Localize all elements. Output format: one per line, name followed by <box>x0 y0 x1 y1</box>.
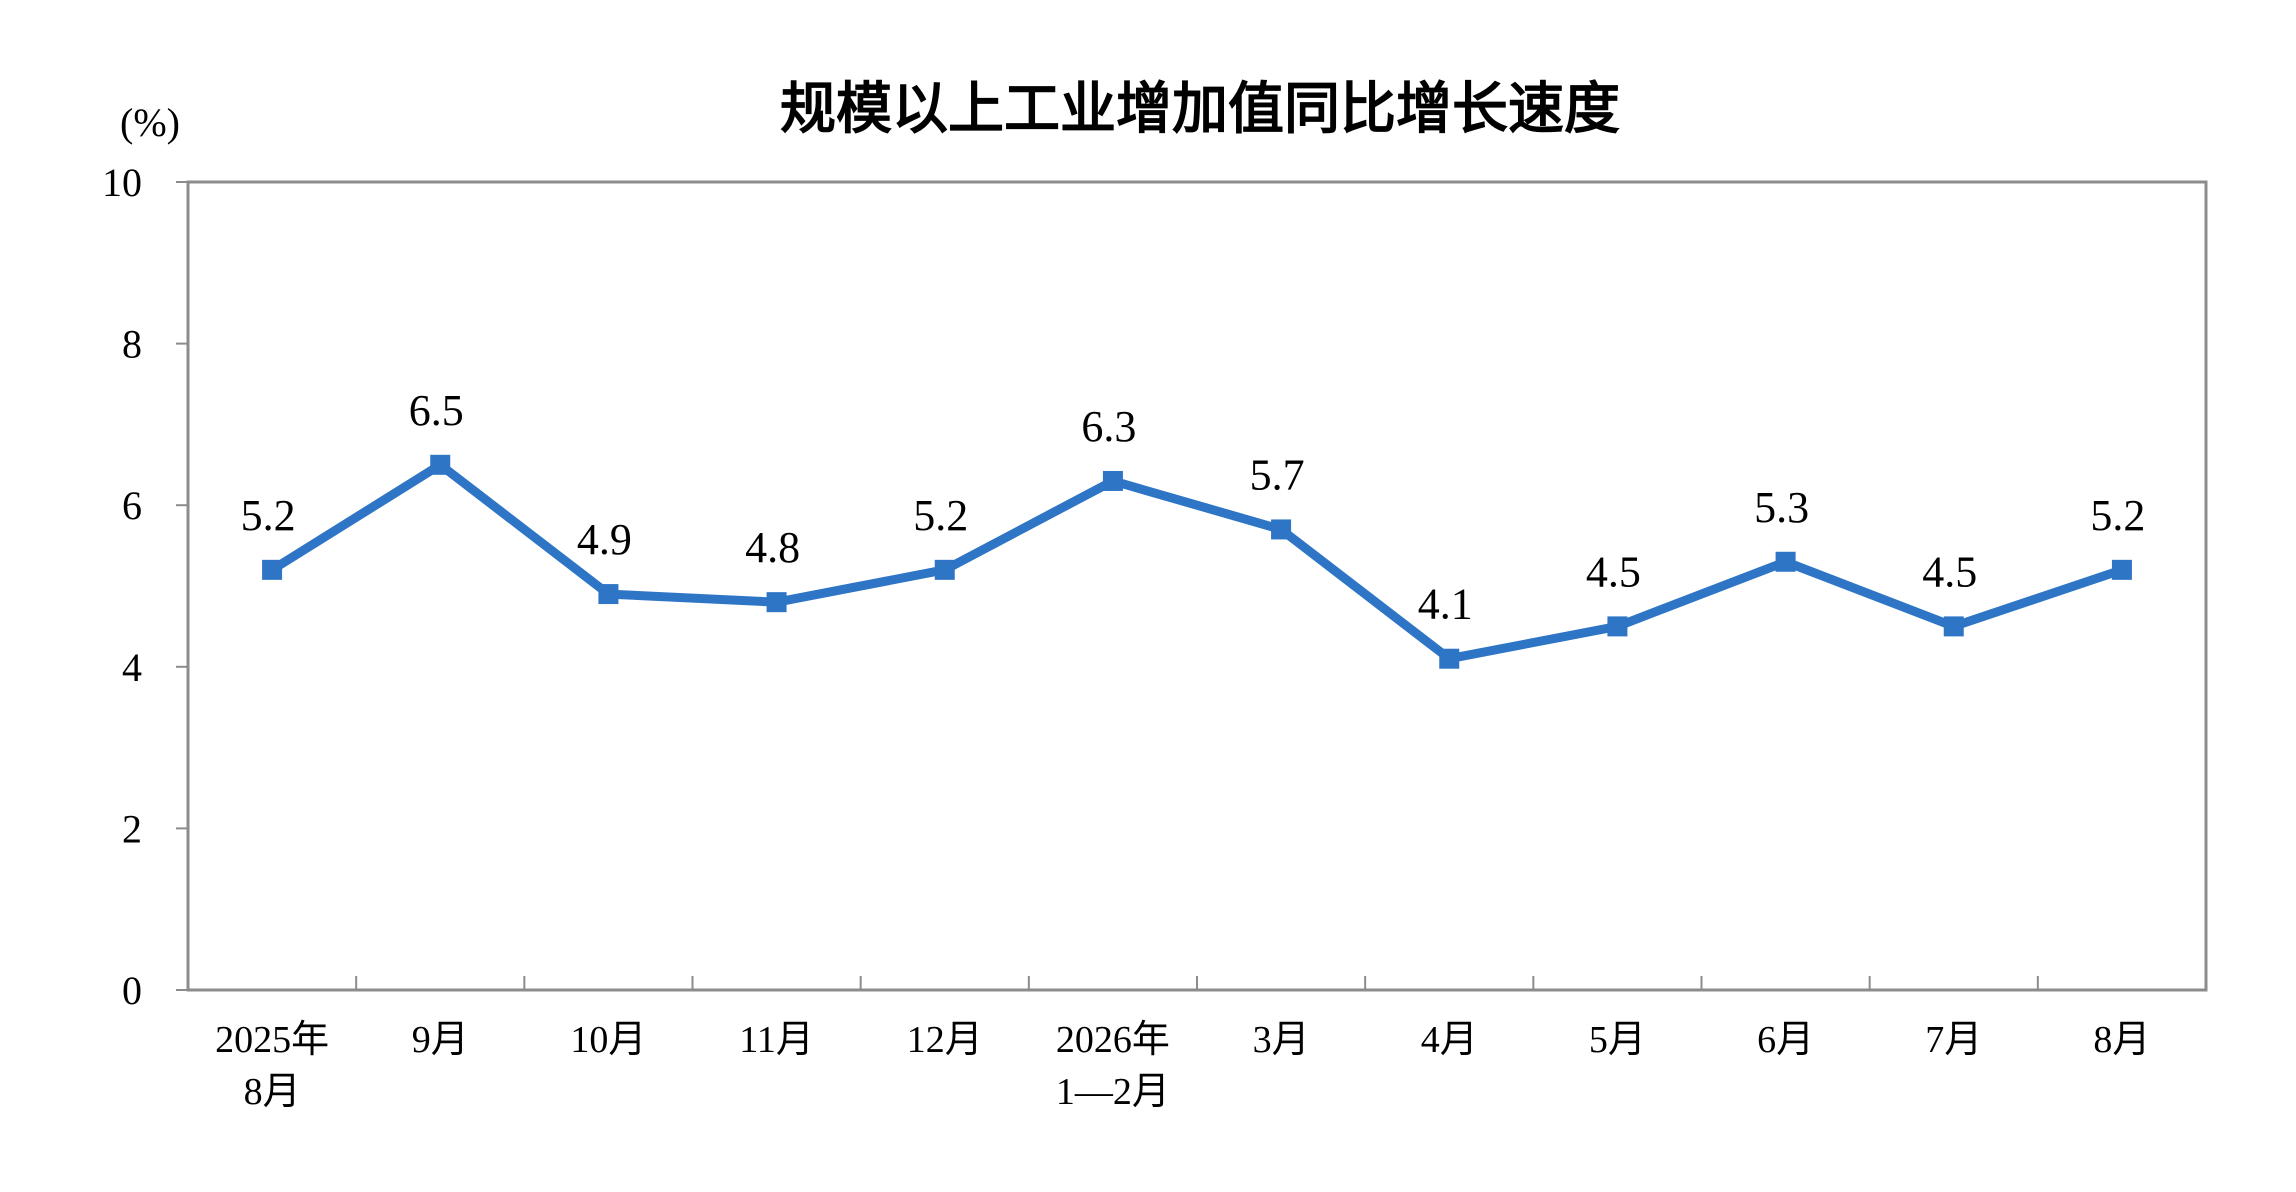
data-point-marker <box>934 559 955 580</box>
data-label: 6.3 <box>1081 402 1136 451</box>
data-label: 5.2 <box>241 491 296 540</box>
data-label: 4.5 <box>1922 547 1977 596</box>
x-tick-label: 4月 <box>1421 1019 1478 1061</box>
y-tick-label: 6 <box>122 483 142 528</box>
x-tick-label: 3月 <box>1253 1019 1310 1061</box>
data-point-marker <box>766 592 787 613</box>
x-tick-label: 11月 <box>739 1019 814 1061</box>
data-point-marker <box>430 454 451 475</box>
data-label: 5.2 <box>2090 491 2145 540</box>
x-tick-label: 10月 <box>570 1019 646 1061</box>
y-tick-label: 4 <box>122 645 142 690</box>
data-label: 5.3 <box>1754 483 1809 532</box>
data-label: 6.5 <box>409 386 464 435</box>
data-point-marker <box>262 559 283 580</box>
data-label: 5.2 <box>913 491 968 540</box>
data-point-marker <box>598 584 619 605</box>
x-tick-label: 1—2月 <box>1056 1071 1170 1113</box>
chart-title: 规模以上工业增加值同比增长速度 <box>780 77 1620 142</box>
data-point-marker <box>1271 519 1292 540</box>
data-label: 4.8 <box>745 523 800 572</box>
data-point-marker <box>1102 470 1123 491</box>
data-point-marker <box>2111 559 2132 580</box>
x-tick-label: 9月 <box>412 1019 469 1061</box>
x-tick-label: 2026年 <box>1056 1019 1170 1061</box>
x-tick-label: 6月 <box>1757 1019 1814 1061</box>
series-line <box>269 460 2124 664</box>
plot-area-border <box>186 180 2208 992</box>
data-label: 4.5 <box>1586 547 1641 596</box>
y-tick-label: 2 <box>122 806 142 851</box>
data-label: 5.7 <box>1250 450 1305 499</box>
x-tick-label: 12月 <box>907 1019 983 1061</box>
y-tick-label: 8 <box>122 322 142 367</box>
x-tick-label: 5月 <box>1589 1019 1646 1061</box>
y-axis-unit-label: (%) <box>120 100 180 145</box>
x-tick-label: 7月 <box>1925 1019 1982 1061</box>
data-point-marker <box>1775 551 1796 572</box>
x-tick-label: 8月 <box>2093 1019 2150 1061</box>
data-label: 4.9 <box>577 515 632 564</box>
x-tick-label: 8月 <box>244 1071 301 1113</box>
data-point-marker <box>1943 616 1964 637</box>
y-tick-label: 0 <box>122 968 142 1013</box>
x-tick-label: 2025年 <box>215 1019 329 1061</box>
data-point-marker <box>1439 648 1460 669</box>
data-point-marker <box>1607 616 1628 637</box>
data-label: 4.1 <box>1418 580 1473 629</box>
y-tick-label: 10 <box>102 160 142 205</box>
